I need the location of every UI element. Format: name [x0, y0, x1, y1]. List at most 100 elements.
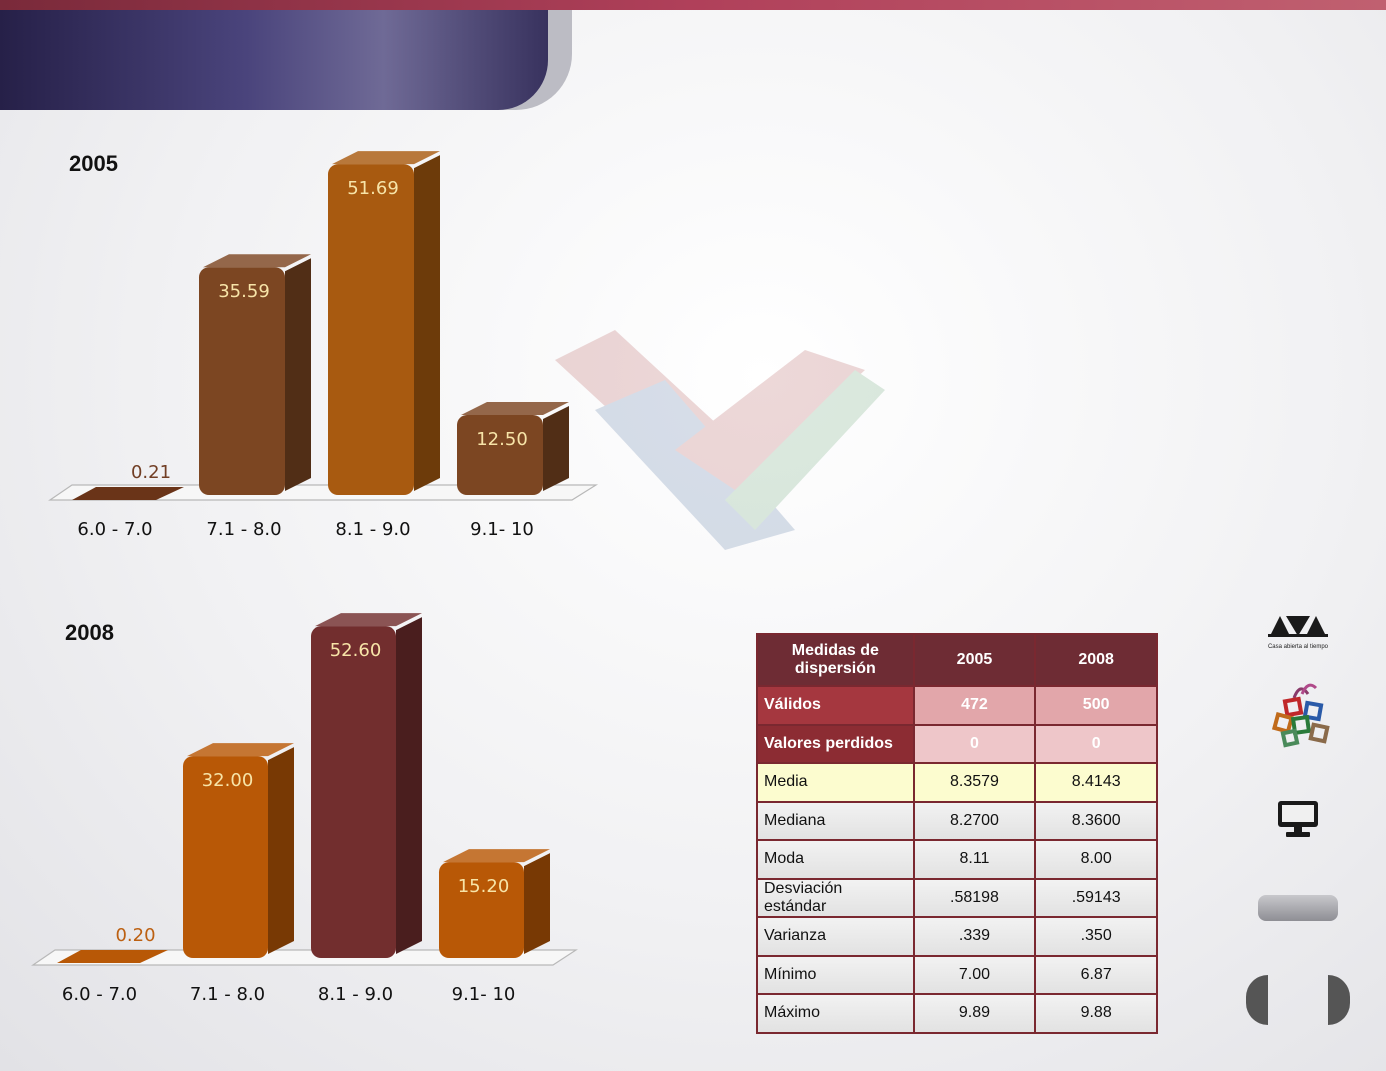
bar-top — [315, 613, 422, 627]
category-tick-label: 7.1 - 8.0 — [206, 519, 281, 540]
histogram-2008: 2008 0.20 6.0 - 7.0 32.00 7.1 - 8.0 52.60 8.1… — [0, 608, 610, 1028]
category-tick-label: 8.1 - 9.0 — [318, 984, 393, 1005]
row-label: Moda — [756, 839, 915, 880]
table-header-2008: 2008 — [1034, 633, 1158, 687]
background-watermark — [555, 330, 885, 550]
category-tick-label: 8.1 - 9.0 — [335, 519, 410, 540]
data-label: 0.21 — [131, 462, 171, 483]
chart-title-2008: 2008 — [65, 620, 114, 645]
table-row-varianza: Varianza .339 .350 — [756, 916, 1158, 957]
value-2005: 8.2700 — [912, 800, 1037, 841]
row-label: Mediana — [756, 800, 915, 841]
table-header-2005: 2005 — [912, 633, 1037, 687]
bar-front — [183, 756, 268, 958]
value-2005: 9.89 — [912, 993, 1037, 1034]
bar-2005-2 — [199, 254, 311, 495]
value-2005: .339 — [912, 916, 1037, 957]
chart-title-2005: 2005 — [69, 151, 118, 176]
table-header-measure: Medidas de dispersión — [756, 633, 915, 687]
bar-side — [396, 617, 422, 954]
bar-front — [328, 164, 414, 495]
bar-2005-4 — [457, 402, 569, 495]
table-row-desviacion-estandar: Desviación estándar .58198 .59143 — [756, 877, 1158, 918]
bar-top — [187, 743, 294, 757]
category-tick-label: 7.1 - 8.0 — [190, 984, 265, 1005]
uam-logo-glyph-icon — [1268, 616, 1328, 637]
bar-side — [268, 747, 294, 954]
bar-front — [311, 626, 396, 958]
table-row-minimo: Mínimo 7.00 6.87 — [756, 954, 1158, 995]
value-2008: 0 — [1034, 723, 1158, 764]
bar-top — [332, 151, 440, 165]
value-2005: 8.3579 — [912, 762, 1037, 803]
uam-logo-icon[interactable]: Casa abierta al tiempo — [1266, 614, 1330, 650]
chart-floor — [31, 949, 579, 966]
data-label: 15.20 — [458, 876, 510, 897]
uam-logo-tagline: Casa abierta al tiempo — [1267, 644, 1329, 650]
data-label: 12.50 — [476, 429, 528, 450]
bar-front — [439, 862, 524, 958]
bar-2008-4 — [439, 849, 550, 958]
row-label: Desviación estándar — [756, 877, 915, 918]
table-row-maximo: Máximo 9.89 9.88 — [756, 993, 1158, 1034]
row-label: Válidos — [756, 685, 915, 726]
value-2005: 7.00 — [912, 954, 1037, 995]
bar-top — [461, 402, 569, 415]
table-row-valores-perdidos: Valores perdidos 0 0 — [756, 723, 1158, 764]
table-row-validos: Válidos 472 500 — [756, 685, 1158, 726]
data-label: 0.20 — [115, 925, 155, 946]
monitor-icon[interactable] — [1277, 800, 1319, 838]
value-2008: 8.00 — [1034, 839, 1158, 880]
bar-2005-3 — [328, 151, 440, 495]
row-label: Valores perdidos — [756, 723, 915, 764]
category-tick-label: 6.0 - 7.0 — [62, 984, 137, 1005]
previous-slide-button[interactable] — [1246, 975, 1268, 1025]
data-label: 35.59 — [218, 281, 270, 302]
value-2008: 6.87 — [1034, 954, 1158, 995]
bar-2005-1 — [72, 487, 184, 500]
value-2008: 9.88 — [1034, 993, 1158, 1034]
data-label: 32.00 — [202, 770, 254, 791]
bar-front — [457, 415, 543, 495]
value-2008: 8.4143 — [1034, 762, 1158, 803]
bar-top — [203, 254, 311, 268]
bar-2008-1 — [57, 950, 168, 963]
data-label: 52.60 — [330, 640, 382, 661]
bar-side — [414, 155, 440, 491]
category-tick-label: 9.1- 10 — [470, 519, 534, 540]
table-row-mediana: Mediana 8.2700 8.3600 — [756, 800, 1158, 841]
value-2008: 500 — [1034, 685, 1158, 726]
table-header-row: Medidas de dispersión 2005 2008 — [756, 633, 1158, 687]
header-band — [0, 10, 548, 110]
data-label: 51.69 — [347, 178, 399, 199]
table-row-moda: Moda 8.11 8.00 — [756, 839, 1158, 880]
dispersion-measures-table: Medidas de dispersión 2005 2008 Válidos … — [756, 633, 1158, 1034]
bar-side — [524, 853, 550, 954]
bar-2008-2 — [183, 743, 294, 958]
value-2008: .350 — [1034, 916, 1158, 957]
menu-pill-button[interactable] — [1258, 895, 1338, 921]
bar-side — [285, 258, 311, 491]
value-2008: .59143 — [1034, 877, 1158, 918]
bar-front — [199, 267, 285, 495]
bar-flat — [57, 950, 168, 963]
bar-side — [543, 406, 569, 491]
bar-2008-3 — [311, 613, 422, 958]
category-tick-label: 6.0 - 7.0 — [77, 519, 152, 540]
value-2005: 0 — [912, 723, 1037, 764]
row-label: Varianza — [756, 916, 915, 957]
colored-squares-logo-icon[interactable] — [1272, 680, 1334, 748]
row-label: Máximo — [756, 993, 915, 1034]
bar-top — [443, 849, 550, 863]
top-accent-bar — [0, 0, 1386, 10]
histogram-2008-plot: 0.20 6.0 - 7.0 32.00 7.1 - 8.0 52.60 8.1 - 9.… — [31, 613, 579, 1005]
bar-flat — [72, 487, 184, 500]
histogram-2005: 2005 0.21 6.0 - 7.0 35.59 7.1 - 8.0 51.69 8.1… — [0, 140, 610, 560]
value-2008: 8.3600 — [1034, 800, 1158, 841]
row-label: Mínimo — [756, 954, 915, 995]
value-2005: .58198 — [912, 877, 1037, 918]
next-slide-button[interactable] — [1328, 975, 1350, 1025]
value-2005: 472 — [912, 685, 1037, 726]
category-tick-label: 9.1- 10 — [452, 984, 516, 1005]
row-label: Media — [756, 762, 915, 803]
